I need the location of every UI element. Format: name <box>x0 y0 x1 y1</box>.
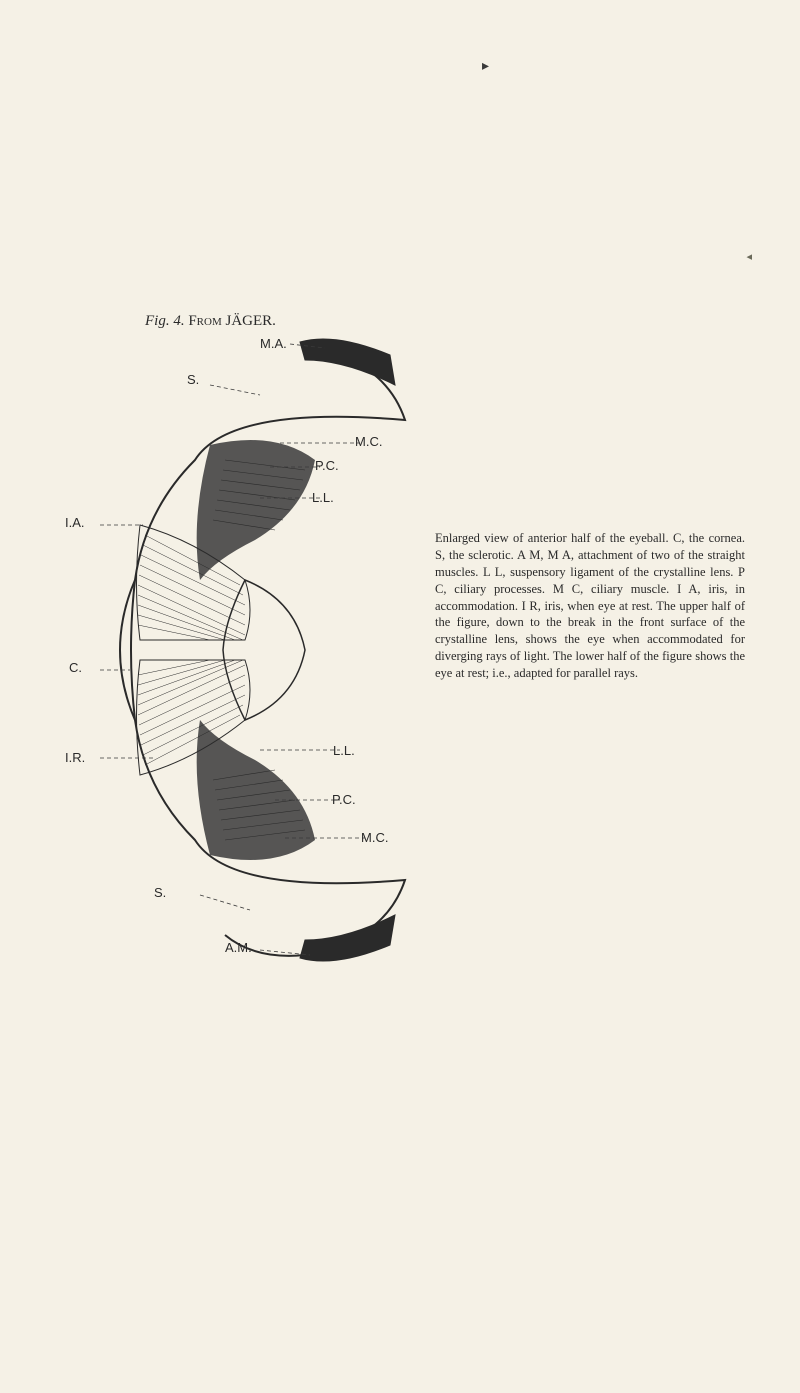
label-ll-top: L.L. <box>312 490 334 505</box>
figure-caption: Enlarged view of anterior half of the ey… <box>435 530 745 682</box>
label-pc-top: P.C. <box>315 458 339 473</box>
eye-engraving-svg <box>95 330 445 970</box>
page-side-mark: ◂ <box>746 250 752 263</box>
label-mc-top: M.C. <box>355 434 382 449</box>
eye-diagram: M.A. S. M.C. P.C. L.L. I.A. C. I.R. L.L.… <box>65 330 445 970</box>
figure-number: 4. <box>173 313 184 329</box>
page-top-mark: ▸ <box>482 58 489 75</box>
label-mc-bottom: M.C. <box>361 830 388 845</box>
figure-title: Fig. 4. From JÄGER. <box>145 313 276 330</box>
label-c: C. <box>69 660 82 675</box>
caption-text: Enlarged view of anterior half of the ey… <box>435 531 745 680</box>
label-ia: I.A. <box>65 515 85 530</box>
figure-prefix: Fig. <box>145 313 170 329</box>
label-ll-bottom: L.L. <box>333 743 355 758</box>
figure-attribution: From JÄGER. <box>188 313 276 329</box>
label-ma: M.A. <box>260 336 287 351</box>
label-ir: I.R. <box>65 750 85 765</box>
document-page: ▸ ◂ Fig. 4. From JÄGER. <box>0 0 800 1393</box>
label-am: A.M. <box>225 940 252 955</box>
label-s-bottom: S. <box>154 885 166 900</box>
label-s-top: S. <box>187 372 199 387</box>
label-pc-bottom: P.C. <box>332 792 356 807</box>
